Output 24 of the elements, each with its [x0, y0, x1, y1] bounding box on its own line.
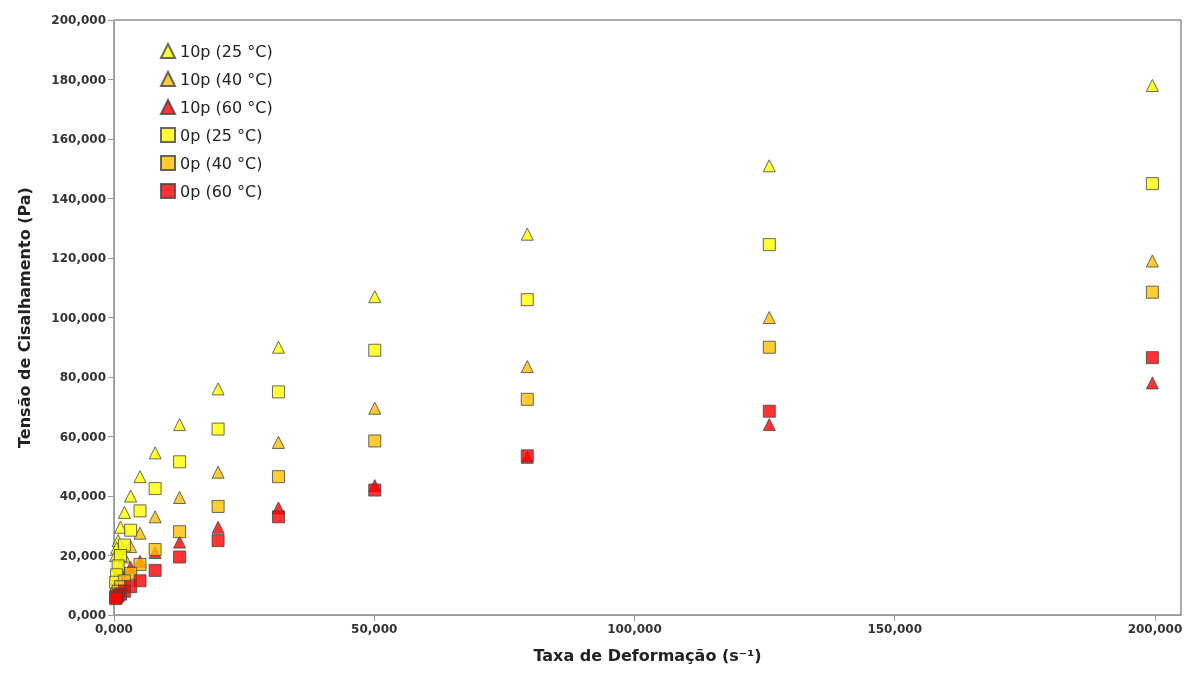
- x-tick-label: 200,000: [1127, 622, 1183, 636]
- legend-label: 10p (40 °C): [180, 69, 273, 89]
- y-tick-label: 80,000: [59, 370, 106, 384]
- y-tick-label: 0,000: [68, 608, 106, 622]
- y-axis-title: Tensão de Cisalhamento (Pa): [14, 187, 34, 448]
- legend-label: 10p (60 °C): [180, 97, 273, 117]
- legend-label: 0p (25 °C): [180, 125, 263, 145]
- y-tick-label: 180,000: [51, 72, 106, 87]
- y-tick-label: 140,000: [51, 191, 106, 206]
- x-axis-title: Taxa de Deformação (s⁻¹): [533, 645, 762, 665]
- y-tick-label: 40,000: [59, 489, 106, 503]
- y-tick-label: 20,000: [59, 548, 106, 563]
- y-tick-label: 100,000: [51, 310, 106, 325]
- legend-label: 0p (40 °C): [180, 153, 263, 173]
- x-tick-label: 50,000: [351, 622, 398, 636]
- y-tick-label: 160,000: [51, 132, 106, 146]
- y-tick-label: 200,000: [51, 13, 106, 27]
- x-tick-label: 0,000: [95, 622, 133, 636]
- y-tick-label: 60,000: [59, 429, 106, 444]
- legend-label: 10p (25 °C): [180, 41, 273, 61]
- x-tick-label: 100,000: [607, 622, 662, 636]
- y-tick-label: 120,000: [51, 251, 106, 265]
- x-tick-label: 150,000: [867, 622, 923, 636]
- legend-label: 0p (60 °C): [180, 181, 263, 201]
